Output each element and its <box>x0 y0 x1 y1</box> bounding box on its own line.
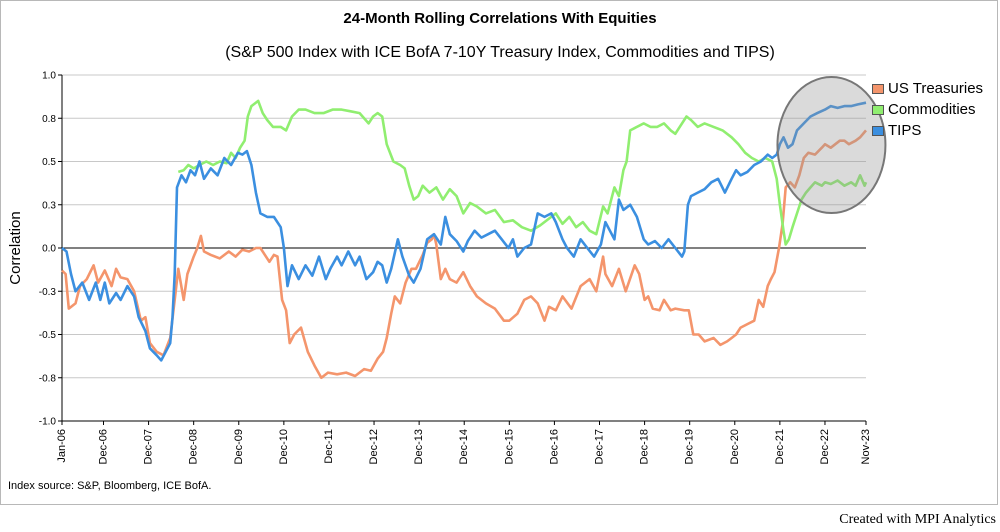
y-tick-label: -1.0 <box>39 417 57 428</box>
y-tick-label: 0.3 <box>42 200 56 211</box>
x-tick-label: Dec-22 <box>819 429 831 464</box>
series-line-commodities <box>177 99 868 246</box>
legend-swatch <box>872 83 884 94</box>
x-tick-label: Dec-18 <box>639 429 651 464</box>
y-axis-label: Correlation <box>7 211 24 284</box>
x-tick-label: Dec-17 <box>594 429 606 464</box>
y-tick-label: -0.5 <box>39 330 57 341</box>
y-tick-label: 0.5 <box>42 157 56 168</box>
chart-subtitle: (S&P 500 Index with ICE BofA 7-10Y Treas… <box>225 44 775 61</box>
legend-item: US Treasuries <box>872 78 983 99</box>
legend-label: US Treasuries <box>888 80 984 97</box>
highlight-ellipse <box>776 76 887 214</box>
x-tick-label: Dec-21 <box>774 429 786 464</box>
x-tick-label: Dec-08 <box>188 429 200 464</box>
x-tick-label: Dec-19 <box>684 429 696 464</box>
chart-title: 24-Month Rolling Correlations With Equit… <box>343 10 657 27</box>
credit-note: Created with MPI Analytics <box>839 512 996 527</box>
x-tick-label: Nov-23 <box>860 429 872 464</box>
legend-item: TIPS <box>872 120 983 141</box>
series-line-us-treasuries <box>61 129 867 380</box>
y-tick-label: -0.8 <box>39 373 57 384</box>
y-tick-label: 0.8 <box>42 114 56 125</box>
x-tick-label: Dec-07 <box>143 429 155 464</box>
x-tick-label: Dec-14 <box>458 429 470 464</box>
x-tick-label: Dec-15 <box>503 429 515 464</box>
x-tick-label: Dec-20 <box>729 429 741 464</box>
series-line-tips <box>61 101 867 362</box>
x-tick-label: Dec-12 <box>368 429 380 464</box>
y-tick-label: 1.0 <box>42 71 56 82</box>
legend-swatch <box>872 104 884 115</box>
y-tick-label: -0.3 <box>39 287 57 298</box>
legend-label: Commodities <box>888 101 976 118</box>
index-source-note: Index source: S&P, Bloomberg, ICE BofA. <box>8 480 212 492</box>
x-tick-label: Dec-16 <box>548 429 560 464</box>
legend: US Treasuries Commodities TIPS <box>872 78 983 141</box>
x-tick-label: Dec-10 <box>278 429 290 464</box>
x-tick-label: Dec-09 <box>233 429 245 464</box>
legend-swatch <box>872 125 884 136</box>
y-tick-label: 0.0 <box>42 244 56 255</box>
x-tick-label: Dec-13 <box>413 429 425 464</box>
x-tick-label: Dec-06 <box>97 429 109 464</box>
x-tick-label: Jan-06 <box>56 429 68 463</box>
chart-frame <box>0 0 998 505</box>
line-chart: -1.0 -0.8 -0.5 -0.3 0.0 0.3 0.5 0.8 1.0 Jan-06 Dec… <box>7 71 887 464</box>
legend-label: TIPS <box>888 122 922 139</box>
x-tick-label: Dec-11 <box>323 429 335 464</box>
legend-item: Commodities <box>872 99 983 120</box>
